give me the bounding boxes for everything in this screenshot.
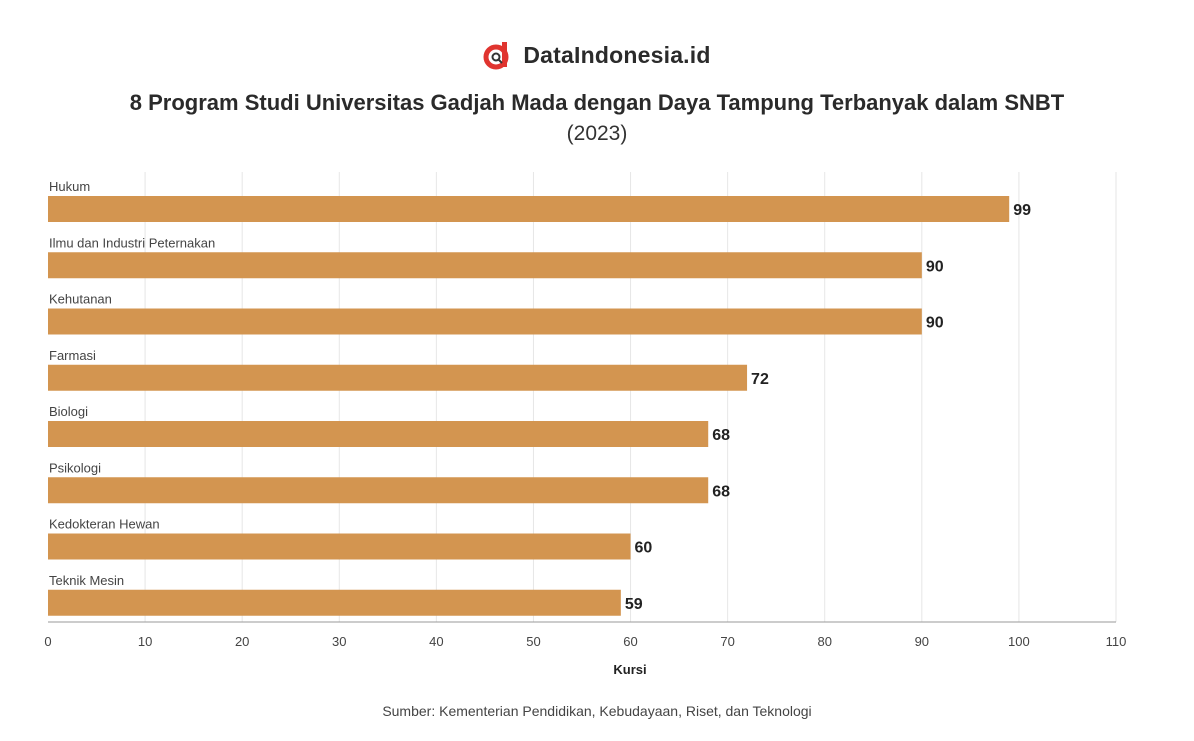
bar bbox=[48, 421, 709, 447]
source-note: Sumber: Kementerian Pendidikan, Kebudaya… bbox=[382, 703, 812, 719]
chart-title: 8 Program Studi Universitas Gadjah Mada … bbox=[129, 90, 1065, 115]
category-label: Farmasi bbox=[49, 348, 96, 363]
x-tick-label: 80 bbox=[817, 634, 831, 649]
dataindonesia-logo-icon bbox=[483, 42, 509, 70]
bar bbox=[48, 308, 922, 335]
bar bbox=[48, 589, 621, 616]
x-tick-label: 20 bbox=[235, 634, 249, 649]
category-label: Kehutanan bbox=[49, 292, 112, 307]
x-tick-label: 50 bbox=[526, 634, 540, 649]
brand: DataIndonesia.id bbox=[0, 40, 1194, 70]
bar bbox=[48, 196, 1010, 222]
chart-subtitle: (2023) bbox=[566, 122, 628, 145]
bar bbox=[48, 533, 631, 560]
category-label: Hukum bbox=[49, 179, 90, 194]
category-label: Ilmu dan Industri Peternakan bbox=[49, 235, 215, 250]
brand-name: DataIndonesia.id bbox=[523, 41, 711, 68]
x-tick-label: 90 bbox=[915, 634, 929, 649]
data-label: 90 bbox=[926, 258, 944, 275]
bar bbox=[48, 364, 748, 391]
data-label: 68 bbox=[712, 483, 730, 500]
data-label: 99 bbox=[1013, 202, 1031, 219]
x-tick-label: 100 bbox=[1008, 634, 1030, 649]
category-label: Teknik Mesin bbox=[49, 573, 124, 588]
x-tick-label: 30 bbox=[332, 634, 346, 649]
x-tick-label: 10 bbox=[138, 634, 152, 649]
x-tick-label: 70 bbox=[720, 634, 734, 649]
bar bbox=[48, 477, 709, 504]
data-label: 72 bbox=[751, 371, 769, 388]
x-axis-title: Kursi bbox=[613, 662, 646, 677]
x-tick-label: 60 bbox=[623, 634, 637, 649]
bar bbox=[48, 252, 922, 279]
category-label: Kedokteran Hewan bbox=[49, 517, 160, 532]
category-label: Psikologi bbox=[49, 460, 101, 475]
data-label: 60 bbox=[635, 540, 653, 557]
category-label: Biologi bbox=[49, 404, 88, 419]
data-label: 90 bbox=[926, 315, 944, 332]
data-label: 68 bbox=[712, 427, 730, 444]
x-tick-label: 110 bbox=[1106, 634, 1127, 649]
x-tick-label: 0 bbox=[44, 634, 51, 649]
data-label: 59 bbox=[625, 596, 643, 613]
x-tick-label: 40 bbox=[429, 634, 443, 649]
